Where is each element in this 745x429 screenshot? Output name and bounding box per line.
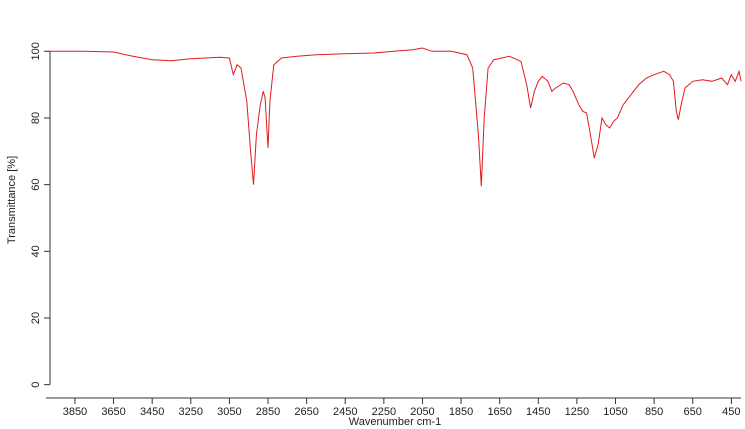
x-tick-label: 3050 (217, 406, 241, 418)
x-tick-label: 3450 (140, 406, 164, 418)
x-tick-label: 2650 (294, 406, 318, 418)
x-tick-label: 1250 (565, 406, 589, 418)
x-tick-label: 850 (645, 406, 663, 418)
x-tick-label: 2050 (410, 406, 434, 418)
x-tick-label: 650 (684, 406, 702, 418)
x-tick-label: 3850 (63, 406, 87, 418)
x-tick-label: 450 (722, 406, 740, 418)
x-tick-label: 2850 (256, 406, 280, 418)
y-tick-label: 0 (30, 382, 42, 388)
x-axis-title: Wavenumber cm-1 (349, 416, 442, 428)
y-tick-label: 60 (30, 179, 42, 191)
x-tick-label: 2250 (372, 406, 396, 418)
x-tick-label: 1650 (487, 406, 511, 418)
x-tick-label: 1050 (603, 406, 627, 418)
x-tick-label: 3650 (101, 406, 125, 418)
spectrum-line (46, 47, 742, 187)
x-tick-label: 2450 (333, 406, 357, 418)
y-tick-label: 100 (30, 42, 42, 60)
y-tick-label: 40 (30, 245, 42, 257)
y-tick-label: 20 (30, 312, 42, 324)
x-tick-label: 1850 (449, 406, 473, 418)
x-tick-label: 3250 (179, 406, 203, 418)
y-tick-label: 80 (30, 112, 42, 124)
y-axis-title: Transmittance [%] (6, 156, 18, 244)
x-tick-label: 1450 (526, 406, 550, 418)
